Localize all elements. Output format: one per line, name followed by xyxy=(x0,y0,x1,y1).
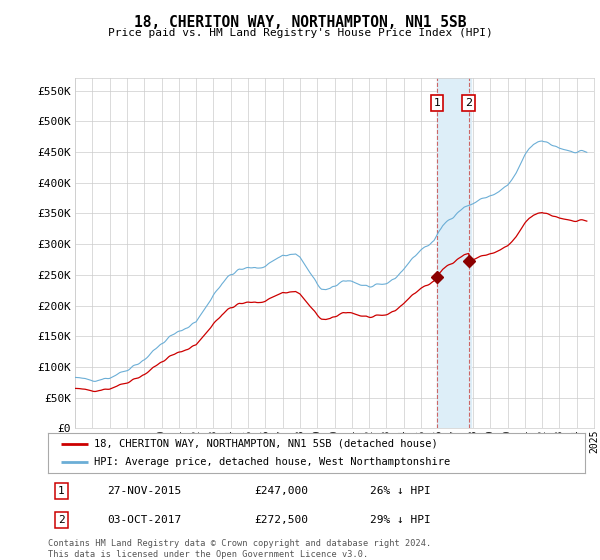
Text: 26% ↓ HPI: 26% ↓ HPI xyxy=(370,486,431,496)
Text: 27-NOV-2015: 27-NOV-2015 xyxy=(107,486,181,496)
Text: 1: 1 xyxy=(58,486,65,496)
Text: 18, CHERITON WAY, NORTHAMPTON, NN1 5SB (detached house): 18, CHERITON WAY, NORTHAMPTON, NN1 5SB (… xyxy=(94,439,437,449)
Text: This data is licensed under the Open Government Licence v3.0.: This data is licensed under the Open Gov… xyxy=(48,550,368,559)
Text: HPI: Average price, detached house, West Northamptonshire: HPI: Average price, detached house, West… xyxy=(94,458,450,467)
Text: 03-OCT-2017: 03-OCT-2017 xyxy=(107,515,181,525)
Text: 18, CHERITON WAY, NORTHAMPTON, NN1 5SB: 18, CHERITON WAY, NORTHAMPTON, NN1 5SB xyxy=(134,15,466,30)
Text: 2: 2 xyxy=(58,515,65,525)
Text: £247,000: £247,000 xyxy=(255,486,309,496)
Text: 29% ↓ HPI: 29% ↓ HPI xyxy=(370,515,431,525)
Text: Contains HM Land Registry data © Crown copyright and database right 2024.: Contains HM Land Registry data © Crown c… xyxy=(48,539,431,548)
Text: 2: 2 xyxy=(465,98,472,108)
Text: 1: 1 xyxy=(433,98,440,108)
Text: Price paid vs. HM Land Registry's House Price Index (HPI): Price paid vs. HM Land Registry's House … xyxy=(107,28,493,38)
Bar xyxy=(437,78,472,428)
Text: £272,500: £272,500 xyxy=(255,515,309,525)
